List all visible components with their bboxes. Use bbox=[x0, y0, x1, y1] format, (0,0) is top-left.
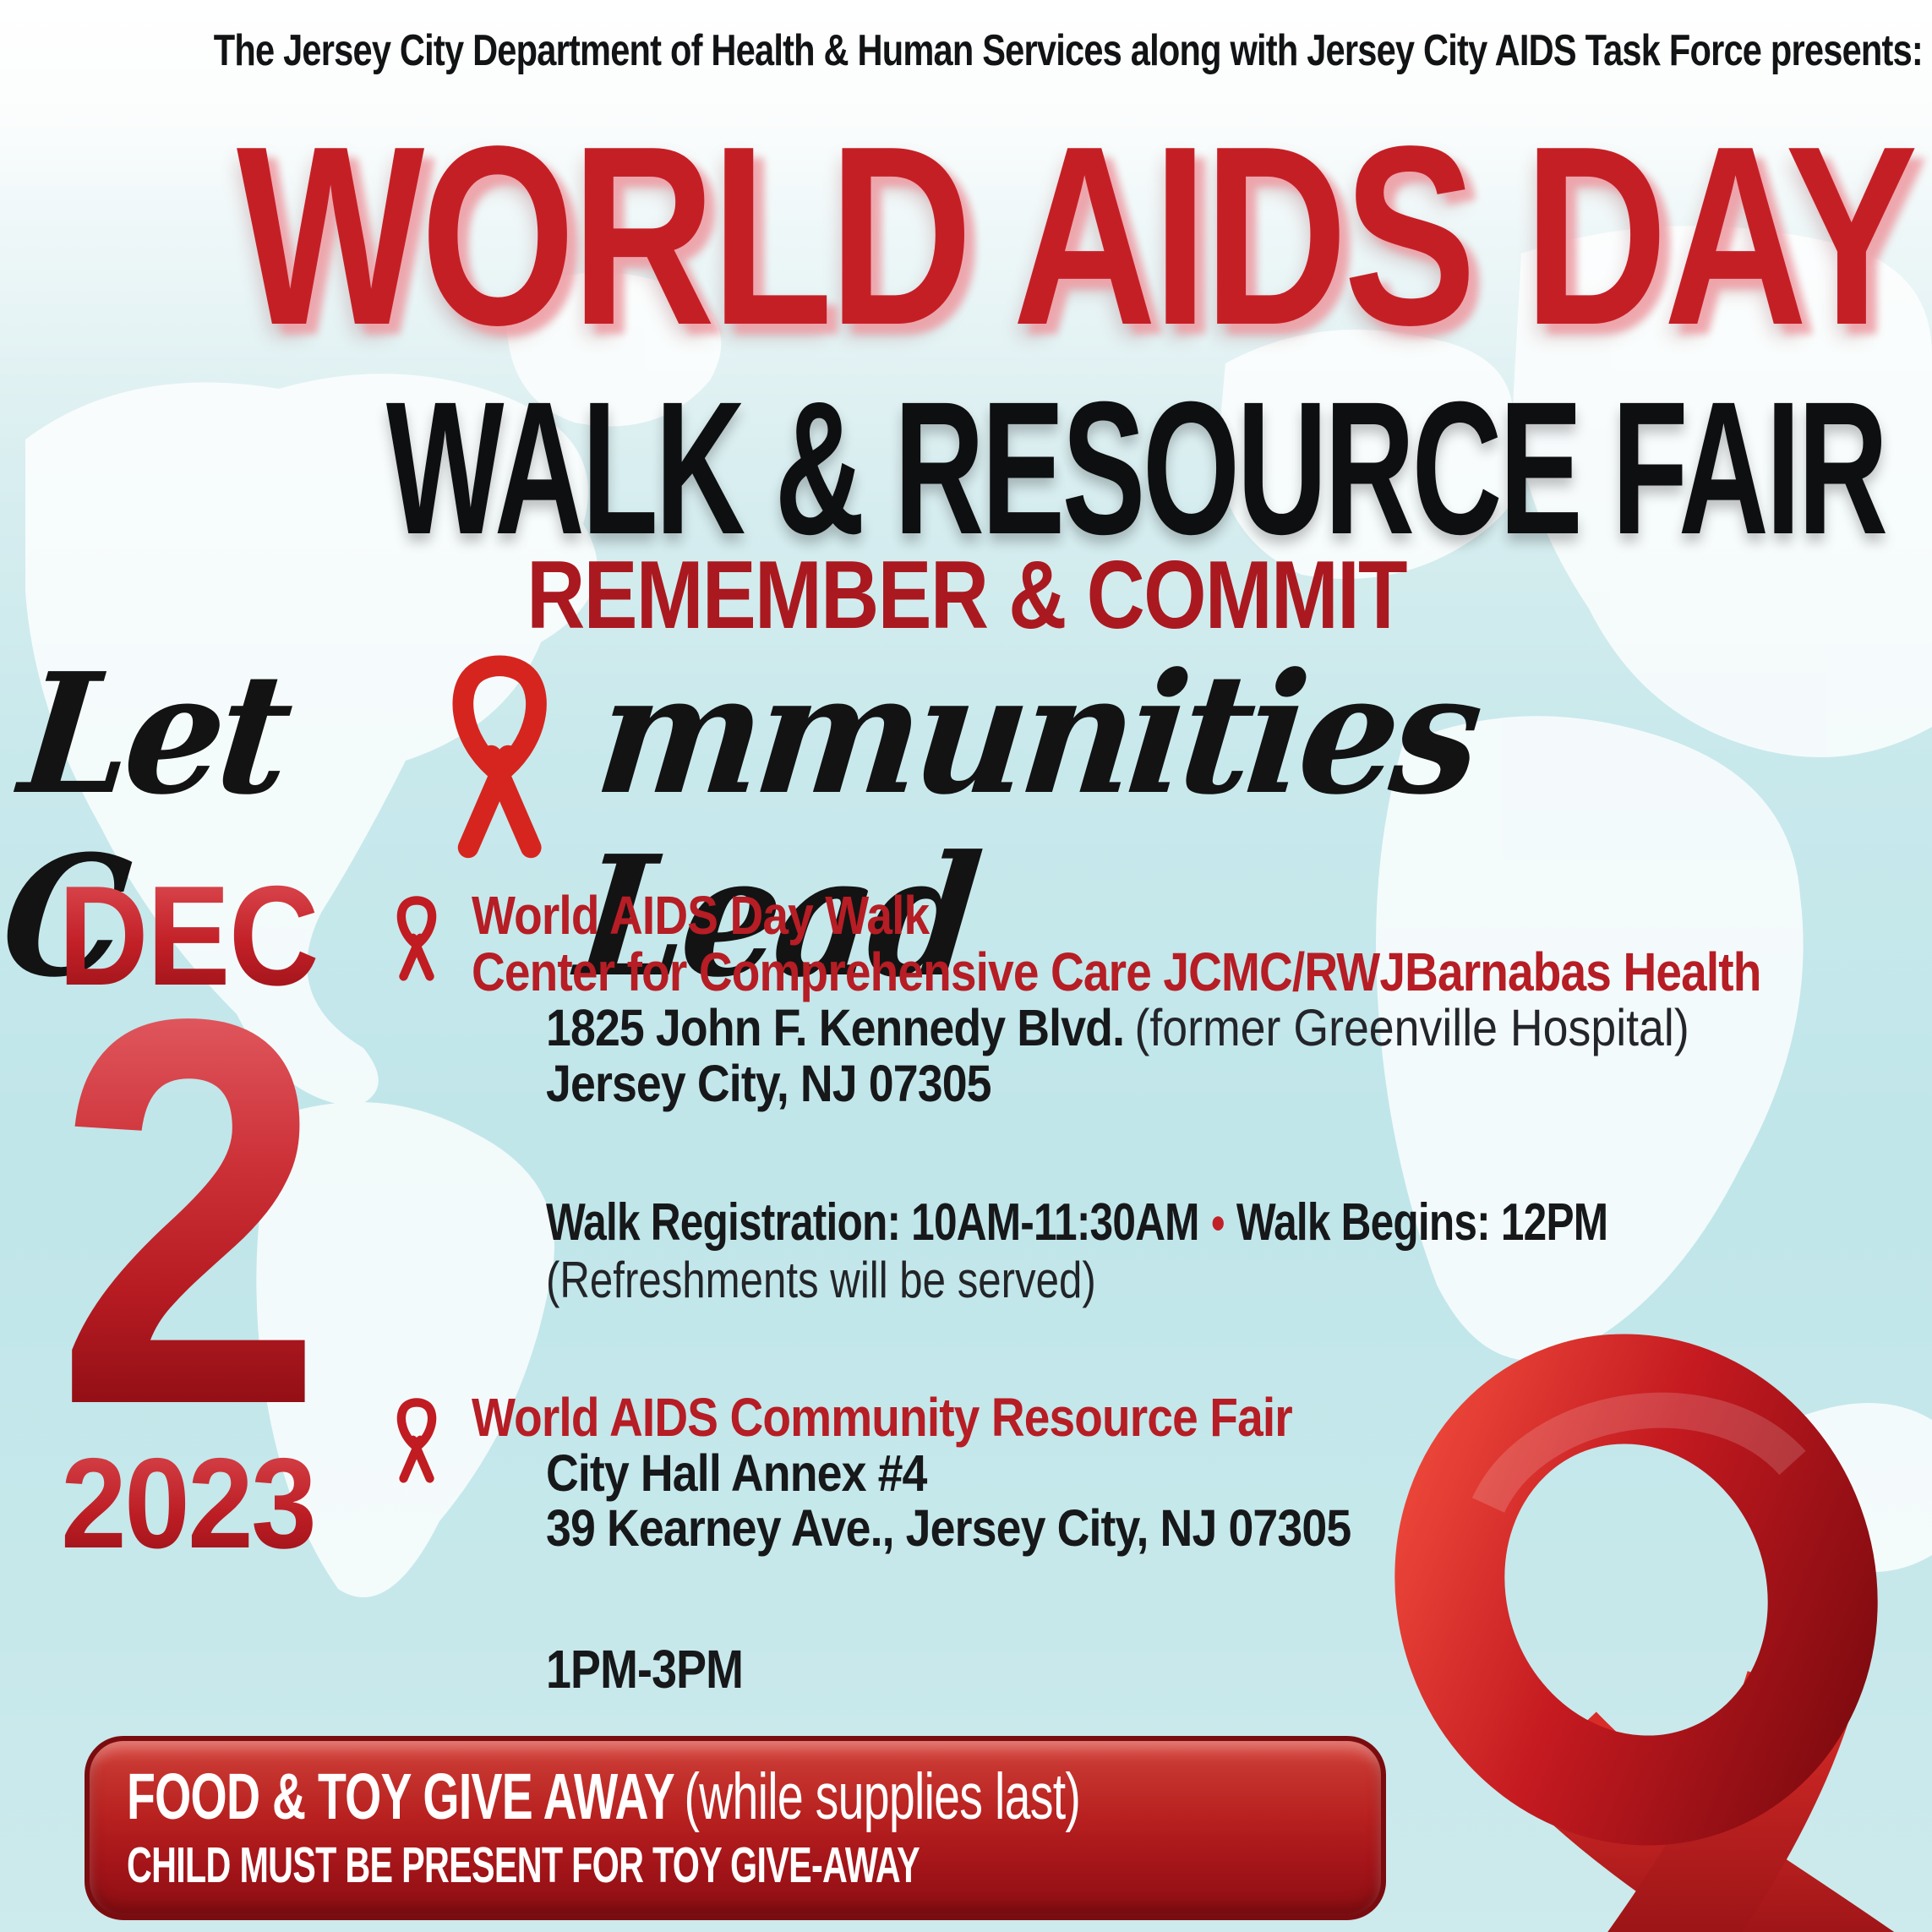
event-walk-city-wrap: Jersey City, NJ 07305 bbox=[546, 1056, 1853, 1111]
date-month: DEC bbox=[57, 856, 319, 1015]
event-fair-address-wrap: 39 Kearney Ave., Jersey City, NJ 07305 bbox=[546, 1499, 1853, 1558]
event-fair-time: 1PM-3PM bbox=[546, 1638, 744, 1700]
theme-line: Let C mmunities Lead bbox=[0, 637, 1932, 1014]
event-walk-address: 1825 John F. Kennedy Blvd. bbox=[546, 999, 1125, 1057]
map-africa bbox=[1376, 716, 1804, 1361]
page-title-wrap: WORLD AIDS DAY bbox=[0, 108, 1932, 363]
banner-subline: CHILD MUST BE PRESENT FOR TOY GIVE-AWAY bbox=[127, 1836, 920, 1893]
tagline: REMEMBER & COMMIT bbox=[526, 542, 1407, 649]
map-europe bbox=[1217, 330, 1524, 579]
subtitle: WALK & RESOURCE FAIR bbox=[385, 363, 1888, 574]
event-walk-registration: Walk Registration: 10AM-11:30AM bbox=[546, 1192, 1199, 1252]
schedule-separator-dot: • bbox=[1211, 1195, 1225, 1251]
event-date: DEC 2 2023 bbox=[37, 856, 338, 1575]
event-walk-name: World AIDS Day Walk bbox=[472, 885, 930, 946]
event-walk-city: Jersey City, NJ 07305 bbox=[546, 1054, 992, 1112]
event-walk-venue-wrap: Center for Comprehensive Care JCMC/RWJBa… bbox=[472, 941, 1853, 1003]
event-fair-time-wrap: 1PM-3PM bbox=[546, 1638, 1853, 1700]
event-fair-address: 39 Kearney Ave., Jersey City, NJ 07305 bbox=[546, 1499, 1351, 1558]
aids-ribbon-graphic bbox=[1394, 1334, 1895, 1932]
event-walk-note-wrap: (Refreshments will be served) bbox=[546, 1251, 1853, 1308]
date-day: 2 bbox=[55, 904, 325, 1519]
event-walk-note: (Refreshments will be served) bbox=[546, 1251, 1096, 1308]
event-fair-venue-wrap: City Hall Annex #4 bbox=[546, 1444, 1853, 1503]
banner-headline-note: (while supplies last) bbox=[684, 1760, 1081, 1833]
date-year: 2023 bbox=[60, 1431, 317, 1575]
aids-ribbon-icon bbox=[396, 1398, 437, 1483]
event-fair-name: World AIDS Community Resource Fair bbox=[472, 1386, 1293, 1448]
page-title: WORLD AIDS DAY bbox=[236, 93, 1918, 378]
aids-ribbon-icon bbox=[396, 896, 437, 981]
event-walk: World AIDS Day Walk Center for Comprehen… bbox=[390, 887, 1853, 1308]
event-walk-schedule: Walk Registration: 10AM-11:30AM • Walk Beg… bbox=[546, 1192, 1853, 1253]
event-list: World AIDS Day Walk Center for Comprehen… bbox=[390, 887, 1853, 1700]
map-greenland bbox=[506, 272, 722, 427]
map-south-america bbox=[256, 1102, 554, 1597]
event-resource-fair: World AIDS Community Resource Fair City … bbox=[390, 1389, 1853, 1700]
event-walk-name-wrap: World AIDS Day Walk bbox=[472, 887, 1853, 944]
map-asia bbox=[1513, 226, 1932, 758]
map-north-america bbox=[25, 374, 598, 1107]
banner-headline-wrap: FOOD & TOY GIVE AWAY (while supplies last… bbox=[127, 1763, 1381, 1831]
event-fair-name-wrap: World AIDS Community Resource Fair bbox=[472, 1389, 1853, 1446]
aids-ribbon-icon bbox=[452, 655, 547, 859]
presenter-line: The Jersey City Department of Health & H… bbox=[213, 26, 1924, 75]
event-walk-begins: Walk Begins: 12PM bbox=[1236, 1192, 1608, 1252]
event-walk-address-note: (former Greenville Hospital) bbox=[1134, 999, 1689, 1057]
presenter-line-wrap: The Jersey City Department of Health & H… bbox=[0, 25, 1932, 76]
banner-headline: FOOD & TOY GIVE AWAY bbox=[127, 1760, 675, 1833]
event-walk-address-line: 1825 John F. Kennedy Blvd. (former Greenv… bbox=[546, 1001, 1853, 1056]
tagline-wrap: REMEMBER & COMMIT bbox=[0, 548, 1932, 644]
giveaway-banner: FOOD & TOY GIVE AWAY (while supplies last… bbox=[85, 1736, 1386, 1920]
event-fair-venue: City Hall Annex #4 bbox=[546, 1444, 927, 1503]
banner-subline-wrap: CHILD MUST BE PRESENT FOR TOY GIVE-AWAY bbox=[127, 1836, 1381, 1893]
subtitle-wrap: WALK & RESOURCE FAIR bbox=[0, 374, 1932, 563]
event-walk-venue: Center for Comprehensive Care JCMC/RWJBa… bbox=[472, 941, 1761, 1003]
